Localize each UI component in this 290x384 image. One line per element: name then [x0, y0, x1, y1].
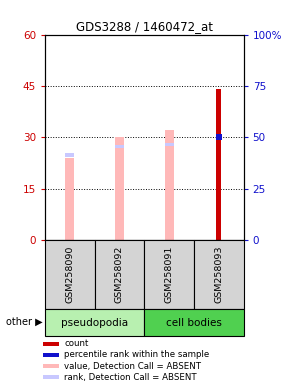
Text: GSM258093: GSM258093: [214, 246, 223, 303]
Bar: [65, 158, 74, 240]
Bar: [165, 144, 174, 146]
Bar: [65, 153, 74, 157]
Bar: [43, 375, 59, 379]
Text: GSM258091: GSM258091: [165, 246, 174, 303]
Bar: [45, 240, 95, 309]
Bar: [165, 131, 174, 240]
Bar: [43, 364, 59, 368]
Bar: [115, 145, 124, 147]
Text: count: count: [64, 339, 88, 348]
Bar: [43, 353, 59, 357]
Bar: [95, 240, 144, 309]
Bar: [43, 342, 59, 346]
Bar: [115, 137, 124, 240]
Point: [216, 134, 221, 140]
Text: pseudopodia: pseudopodia: [61, 318, 128, 328]
Bar: [144, 240, 194, 309]
Text: value, Detection Call = ABSENT: value, Detection Call = ABSENT: [64, 362, 201, 371]
Bar: [45, 309, 144, 336]
Text: cell bodies: cell bodies: [166, 318, 222, 328]
Text: GSM258090: GSM258090: [65, 246, 74, 303]
Bar: [216, 89, 221, 240]
Bar: [144, 309, 244, 336]
Text: other ▶: other ▶: [6, 317, 42, 327]
Bar: [194, 240, 244, 309]
Text: rank, Detection Call = ABSENT: rank, Detection Call = ABSENT: [64, 373, 197, 382]
Text: percentile rank within the sample: percentile rank within the sample: [64, 350, 209, 359]
Text: GSM258092: GSM258092: [115, 246, 124, 303]
Title: GDS3288 / 1460472_at: GDS3288 / 1460472_at: [76, 20, 213, 33]
